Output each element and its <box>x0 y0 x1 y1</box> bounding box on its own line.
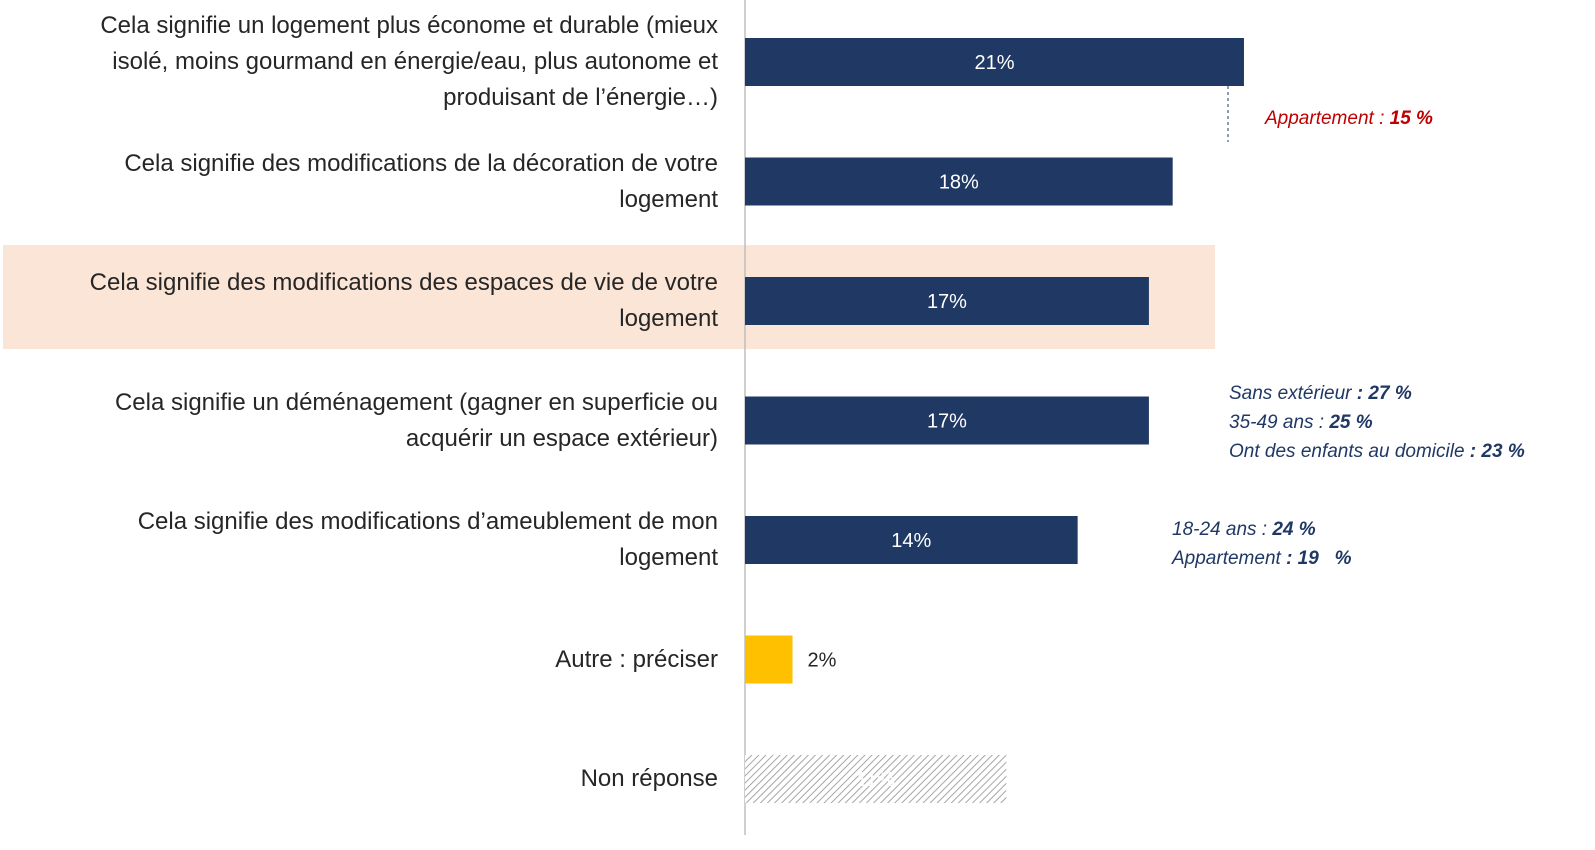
value-label: 17% <box>927 411 967 433</box>
annotation-value: 25 % <box>1329 412 1373 433</box>
annotation: Sans extérieur : 27 % 35-49 ans : 25 % Ont… <box>1229 379 1525 466</box>
bar <box>745 396 1149 445</box>
annotation-text: Appartement : <box>1265 108 1390 129</box>
value-label: 21% <box>974 52 1014 74</box>
annotation-text: 18-24 ans : <box>1172 519 1273 540</box>
bar <box>745 755 1007 803</box>
category-label: Non réponse <box>580 765 718 792</box>
annotation-text: Ont des enfants au domicile <box>1229 441 1465 462</box>
annotation-value: 15 % <box>1389 108 1433 129</box>
category-label: Cela signifie des modifications des espa… <box>89 269 718 332</box>
annotation: Appartement : 15 % <box>1265 104 1433 133</box>
bar <box>745 157 1173 206</box>
annotation-line: Appartement : 19 % <box>1172 544 1352 573</box>
annotation-line: Appartement : 15 % <box>1265 104 1433 133</box>
value-label: 17% <box>927 291 967 313</box>
annotation-value: : 19 % <box>1280 548 1352 569</box>
value-label: 2% <box>808 650 837 672</box>
annotation-line: Sans extérieur : 27 % <box>1229 379 1525 408</box>
value-label: 11% <box>856 769 895 791</box>
bar <box>745 38 1244 86</box>
category-label: Cela signifie un déménagement (gagner en… <box>114 388 718 452</box>
bar <box>745 635 793 684</box>
category-label: Cela signifie un logement plus économe e… <box>100 12 718 111</box>
annotation-line: 35-49 ans : 25 % <box>1229 408 1525 437</box>
annotation-line: Ont des enfants au domicile : 23 % <box>1229 437 1525 466</box>
category-label: Cela signifie des modifications de la dé… <box>124 149 718 213</box>
bar <box>745 277 1149 325</box>
value-label: 14% <box>891 530 931 552</box>
annotation-text: Sans extérieur <box>1229 383 1352 404</box>
annotation-text: 35-49 ans : <box>1229 412 1330 433</box>
annotation-line: 18-24 ans : 24 % <box>1172 515 1352 544</box>
value-label: 18% <box>939 172 979 194</box>
annotation-text: Appartement <box>1172 548 1281 569</box>
annotation-value: : 27 % <box>1351 383 1412 404</box>
annotation-value: : 23 % <box>1464 441 1525 462</box>
bar <box>745 516 1078 564</box>
category-label: Cela signifie des modifications d’ameubl… <box>137 508 718 571</box>
annotation: 18-24 ans : 24 % Appartement : 19 % <box>1172 515 1352 573</box>
annotation-value: 24 % <box>1272 519 1316 540</box>
category-label: Autre : préciser <box>555 645 718 673</box>
